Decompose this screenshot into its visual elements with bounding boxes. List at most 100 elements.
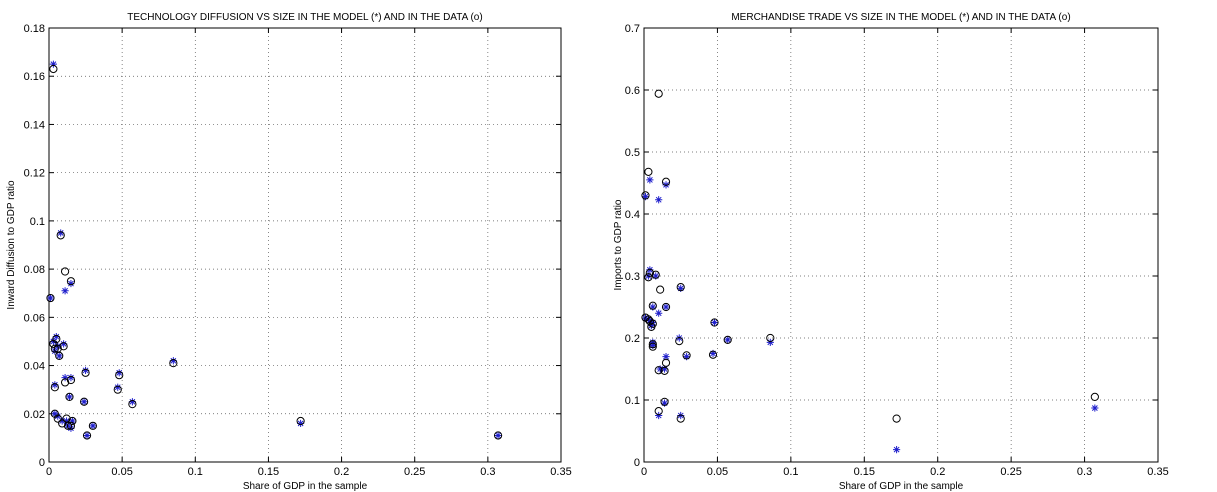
model-point-star — [60, 340, 68, 348]
x-tick-label: 0.15 — [258, 466, 279, 478]
data-point-circle — [68, 416, 77, 426]
model-point-star — [297, 419, 305, 428]
x-axis-label: Share of GDP in the sample — [243, 481, 368, 492]
y-tick-label: 0.4 — [625, 209, 640, 221]
model-point-star — [67, 279, 75, 288]
data-point-circle — [676, 283, 685, 292]
y-axis-label: Inward Diffusion to GDP ratio — [6, 180, 17, 310]
y-tick-label: 0.18 — [24, 23, 45, 35]
model-point-star — [115, 369, 123, 377]
model-point-star — [682, 353, 691, 361]
model-point-star — [662, 353, 670, 361]
data-point-circle — [654, 407, 663, 416]
data-point-circle — [66, 277, 76, 286]
plot-area — [48, 27, 562, 463]
data-point-circle — [493, 431, 503, 440]
data-point-circle — [675, 337, 684, 346]
y-tick-label: 0.06 — [24, 312, 45, 324]
data-point-circle — [1090, 392, 1099, 401]
y-axis-label: Imports to GDP ratio — [613, 199, 624, 290]
model-point-star — [646, 176, 654, 184]
data-marks — [46, 60, 503, 440]
data-point-circle — [66, 375, 76, 385]
y-tick-label: 0.3 — [625, 271, 640, 283]
data-point-circle — [660, 397, 669, 406]
y-tick-label: 0.08 — [24, 264, 45, 276]
model-point-star — [62, 417, 71, 425]
model-point-star — [128, 398, 136, 406]
data-marks — [641, 89, 1099, 454]
data-point-circle — [59, 342, 68, 351]
data-point-circle — [82, 431, 92, 440]
data-point-circle — [641, 191, 650, 200]
model-point-star — [662, 303, 670, 311]
model-point-star — [61, 374, 69, 382]
ticks: 0 0.05 0.1 0.15 0.2 0.25 0.3 0.35 0 0.1 0.2 0.3 0.4 0… — [625, 23, 1169, 478]
x-tick-label: 0.05 — [111, 466, 132, 478]
data-point-circle — [645, 268, 654, 277]
model-point-star — [656, 365, 664, 373]
model-point-star — [49, 60, 57, 68]
model-point-star — [81, 366, 90, 374]
data-point-circle — [81, 368, 90, 377]
x-tick-label: 0.2 — [334, 466, 349, 478]
data-point-circle — [648, 301, 657, 310]
model-point-star — [80, 398, 88, 406]
data-point-circle — [50, 409, 59, 418]
data-point-circle — [80, 397, 89, 406]
y-tick-label: 0.1 — [625, 395, 640, 407]
x-tick-label: 0.35 — [550, 466, 571, 478]
data-point-circle — [49, 64, 58, 74]
model-point-star — [83, 431, 91, 440]
model-point-star — [51, 410, 59, 418]
model-point-star — [1091, 404, 1099, 412]
y-tick-label: 0 — [634, 457, 640, 469]
data-point-circle — [115, 371, 124, 380]
grid — [644, 28, 1158, 462]
x-tick-label: 0.3 — [480, 466, 495, 478]
y-tick-label: 0.02 — [24, 409, 45, 421]
y-tick-label: 0.1 — [30, 216, 45, 228]
plot-area — [643, 27, 1159, 463]
x-tick-label: 0 — [641, 466, 647, 478]
data-point-circle — [56, 231, 65, 240]
model-point-star — [724, 336, 732, 344]
y-tick-label: 0.12 — [24, 168, 45, 180]
model-point-star — [649, 303, 657, 311]
model-point-star — [65, 393, 74, 401]
data-point-circle — [710, 318, 719, 327]
x-tick-label: 0.2 — [930, 466, 945, 478]
data-point-circle — [660, 366, 669, 375]
model-point-star — [169, 357, 177, 365]
grid — [49, 28, 561, 462]
x-tick-label: 0.05 — [707, 466, 728, 478]
model-point-star — [649, 318, 657, 327]
model-point-star — [655, 196, 663, 204]
model-point-star — [51, 381, 59, 389]
data-point-circle — [661, 177, 671, 186]
data-point-circle — [65, 392, 74, 401]
data-point-circle — [88, 421, 97, 430]
data-point-circle — [113, 385, 122, 394]
y-tick-label: 0.2 — [625, 333, 640, 345]
y-tick-label: 0.6 — [625, 85, 640, 97]
model-point-star — [52, 333, 60, 341]
chart-merchandise-trade: MERCHANDISE TRADE VS SIZE IN THE MODEL (… — [613, 12, 1169, 492]
data-point-circle — [645, 317, 654, 326]
model-point-star — [710, 318, 719, 327]
model-point-star — [114, 383, 122, 391]
data-point-circle — [63, 421, 73, 430]
model-point-star — [46, 294, 55, 302]
data-point-circle — [644, 167, 653, 176]
data-point-circle — [723, 335, 732, 344]
model-point-star — [55, 352, 63, 360]
data-point-circle — [46, 293, 55, 303]
data-point-circle — [654, 89, 663, 98]
data-point-circle — [661, 302, 671, 312]
chart-title: TECHNOLOGY DIFFUSION VS SIZE IN THE MODE… — [127, 12, 482, 23]
model-point-star — [660, 365, 669, 373]
data-point-circle — [648, 340, 657, 349]
ticks: 0 0.05 0.1 0.15 0.2 0.25 0.3 0.35 0 0.02 0.04 0.06 0… — [24, 23, 572, 478]
x-tick-label: 0.15 — [854, 466, 875, 478]
